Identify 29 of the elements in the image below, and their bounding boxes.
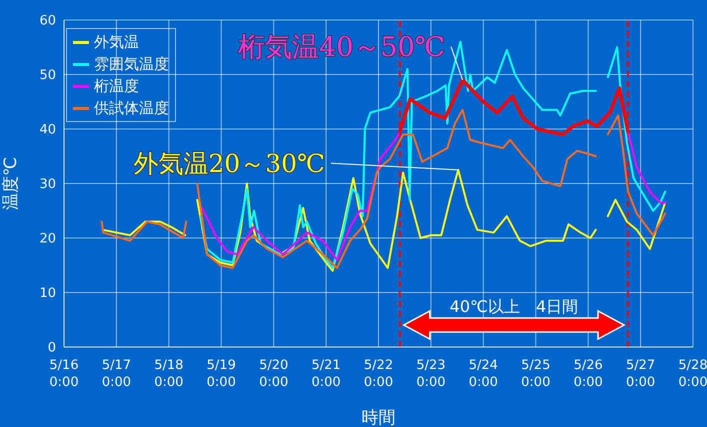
x-tick-label: 5/21 0:00 (311, 358, 341, 390)
x-tick-label: 5/25 0:00 (521, 358, 550, 390)
y-tick-label: 20 (39, 232, 56, 247)
legend-label: 桁温度 (94, 76, 139, 97)
x-tick-label: 5/22 0:00 (364, 358, 394, 390)
x-tick-label: 5/19 0:00 (206, 358, 236, 390)
annotation: 40℃以上 4日間 (450, 297, 578, 316)
y-tick-label: 10 (39, 286, 56, 302)
y-tick-label: 40 (39, 122, 56, 138)
x-axis-title: 時間 (362, 408, 396, 427)
x-tick-label: 5/24 0:00 (468, 358, 498, 390)
y-tick-label: 60 (39, 14, 56, 29)
y-tick-label: 50 (39, 68, 56, 84)
y-tick-label: 0 (48, 340, 56, 356)
x-tick-label: 5/28 0:00 (678, 358, 707, 390)
y-axis-title: 温度℃ (1, 156, 22, 210)
x-tick-label: 5/26 0:00 (574, 358, 603, 390)
legend-label: 外気温 (94, 32, 139, 53)
annotation: 外気温20～30℃ (133, 149, 325, 178)
x-tick-label: 5/20 0:00 (259, 358, 288, 390)
x-tick-label: 5/18 0:00 (154, 358, 184, 390)
x-tick-label: 5/17 0:00 (102, 358, 132, 390)
x-tick-label: 5/16 0:00 (49, 358, 79, 390)
y-tick-label: 30 (39, 177, 56, 192)
legend-label: 雰囲気温度 (94, 54, 169, 75)
x-tick-label: 5/23 0:00 (416, 358, 446, 390)
x-tick-label: 5/27 0:00 (626, 358, 656, 390)
annotation: 桁気温40～50℃ (238, 32, 445, 63)
legend-label: 供試体温度 (94, 98, 169, 119)
